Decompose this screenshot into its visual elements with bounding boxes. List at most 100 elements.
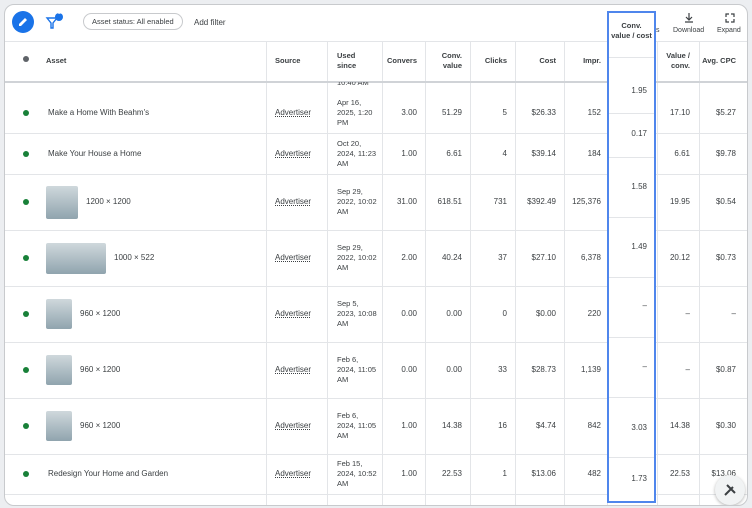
- cell-value: 152: [587, 108, 601, 117]
- cell-value: –: [642, 362, 647, 371]
- cell-value: 0.17: [631, 129, 647, 138]
- tools-icon: [724, 484, 736, 496]
- thumbnail: [46, 185, 78, 219]
- source-link[interactable]: Advertiser: [275, 197, 312, 206]
- used-since: Sep 29, 2022, 10:02 AM: [337, 243, 377, 272]
- used-since: Feb 15, 2024, 10:52 AM: [337, 459, 377, 488]
- cell-value: 1.73: [631, 474, 647, 483]
- cell-value: 22.53: [441, 469, 462, 478]
- column-header: Conv. value: [441, 51, 462, 70]
- thumbnail: [46, 411, 72, 441]
- column-divider: [515, 41, 516, 505]
- cell-value: –: [685, 309, 690, 318]
- source-link[interactable]: Advertiser: [275, 148, 312, 158]
- column-header: Conv. value / cost: [611, 21, 652, 40]
- download-icon: [685, 13, 693, 23]
- cell-value: $392.49: [527, 197, 556, 206]
- download-button[interactable]: Download: [673, 27, 705, 34]
- status-dot: [23, 255, 29, 261]
- cell-value: 14.38: [669, 421, 690, 430]
- row-line: [609, 157, 654, 158]
- row-line: [609, 217, 654, 218]
- source-link[interactable]: Advertiser: [275, 421, 312, 430]
- cell-value: 0.00: [446, 309, 462, 318]
- cell-value: 19.95: [669, 197, 690, 206]
- tools-button[interactable]: [715, 475, 745, 505]
- used-since: Feb 6, 2024, 11:05 AM: [337, 355, 377, 384]
- cell-value: 220: [587, 309, 601, 318]
- cell-value: 5: [502, 108, 507, 117]
- row-line: [5, 133, 747, 134]
- asset-name: 1000 × 522: [114, 253, 155, 262]
- cell-value: 3.03: [631, 423, 647, 432]
- column-divider: [266, 41, 267, 505]
- table-panel: 1 Asset status: All enabled Add filter s…: [4, 4, 748, 506]
- column-divider: [327, 41, 328, 505]
- cell-value: $5.27: [715, 108, 736, 117]
- cell-value: $13.06: [531, 469, 556, 478]
- cell-value: 16: [498, 421, 507, 430]
- cell-value: $0.00: [535, 309, 556, 318]
- thumbnail: [46, 355, 72, 385]
- thumbnail: [46, 242, 106, 274]
- row-line: [5, 174, 747, 175]
- source-link[interactable]: Advertiser: [275, 309, 312, 318]
- column-divider: [699, 41, 700, 505]
- status-dot-header: [23, 56, 29, 62]
- filter-chip[interactable]: Asset status: All enabled: [83, 13, 183, 30]
- asset-name: Redesign Your Home and Garden: [48, 469, 169, 478]
- cell-value: 0: [502, 309, 507, 318]
- highlighted-column: Conv. value / cost 1.95 0.17 1.58 1.49 – – 3.03…: [607, 11, 656, 503]
- cell-value: 1.00: [401, 469, 417, 478]
- filter-icon[interactable]: [45, 13, 65, 31]
- cell-value: $0.87: [715, 365, 736, 374]
- cell-value: 0.00: [401, 365, 417, 374]
- source-link[interactable]: Advertiser: [275, 253, 312, 262]
- source-link[interactable]: Advertiser: [275, 469, 312, 478]
- edit-button[interactable]: [12, 11, 34, 33]
- row-line: [5, 398, 747, 399]
- cell-value: –: [731, 309, 736, 318]
- cell-value: $28.73: [531, 365, 556, 374]
- cell-value: 482: [587, 469, 601, 478]
- cell-value: 1.00: [401, 421, 417, 430]
- row-line: [609, 113, 654, 114]
- add-filter[interactable]: Add filter: [194, 18, 226, 27]
- row-line: [609, 397, 654, 398]
- cell-value: 1.00: [401, 148, 417, 158]
- cell-value: 184: [587, 148, 601, 158]
- status-dot: [23, 367, 29, 373]
- cell-value: $4.74: [535, 421, 556, 430]
- row-line: [5, 342, 747, 343]
- cell-value: 0.00: [401, 309, 417, 318]
- column-header: Impr.: [583, 56, 601, 65]
- expand-button[interactable]: Expand: [717, 27, 741, 34]
- column-header: Clicks: [484, 56, 507, 65]
- clip: 10:40 AM: [337, 82, 381, 92]
- row-line: [5, 494, 747, 495]
- cell-value: 20.12: [669, 253, 690, 262]
- cell-value: 0.00: [446, 365, 462, 374]
- cell-value: 37: [498, 253, 507, 262]
- row-line: [609, 457, 654, 458]
- column-header: Used since: [337, 51, 357, 70]
- source-link[interactable]: Advertiser: [275, 108, 312, 117]
- cell-value: 125,376: [572, 197, 601, 206]
- status-dot: [23, 199, 29, 205]
- used-since: Oct 20, 2024, 11:23 AM: [337, 138, 377, 168]
- cell-value: 2.00: [401, 253, 417, 262]
- asset-name: Make Your House a Home: [48, 148, 142, 158]
- cell-value: –: [685, 365, 690, 374]
- column-divider: [657, 41, 658, 505]
- cell-value: –: [642, 301, 647, 310]
- column-header: Source: [275, 56, 301, 65]
- cell-value: 3.00: [401, 108, 417, 117]
- source-link[interactable]: Advertiser: [275, 365, 312, 374]
- cell-value: 1.95: [631, 86, 647, 95]
- row-line: [609, 277, 654, 278]
- cell-value: 1,139: [580, 365, 601, 374]
- used-since: Sep 5, 2023, 10:08 AM: [337, 299, 377, 328]
- columns-label[interactable]: s: [656, 27, 660, 34]
- cell-value: $0.73: [715, 253, 736, 262]
